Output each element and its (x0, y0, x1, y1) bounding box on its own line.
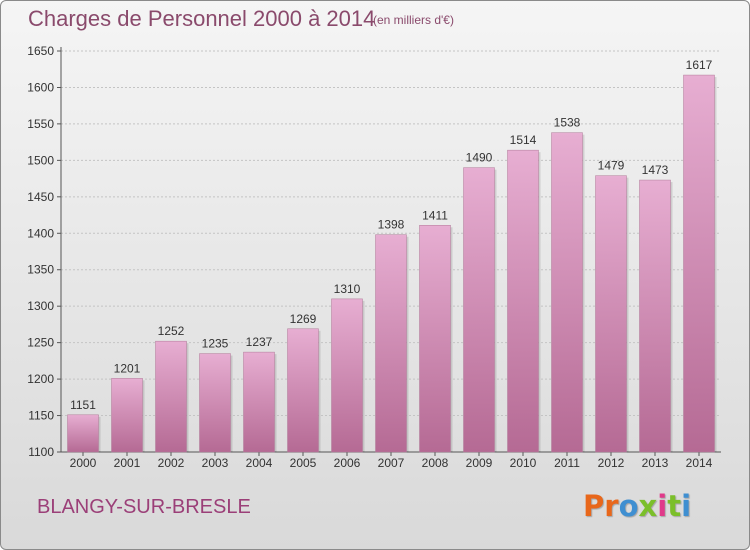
y-tick-label: 1550 (27, 117, 54, 131)
data-label: 1514 (510, 133, 537, 147)
y-tick-label: 1100 (28, 445, 54, 459)
commune-name: BLANGY-SUR-BRESLE (37, 496, 251, 518)
bar-2001 (111, 378, 143, 453)
logo-letter: i (657, 489, 668, 523)
logo-letter: o (618, 489, 639, 523)
bar-2011 (551, 132, 583, 453)
bar-2009 (463, 167, 495, 453)
x-tick-label: 2004 (246, 456, 273, 470)
bar-2008 (419, 225, 451, 453)
x-tick-label: 2012 (598, 456, 625, 470)
bar-2012 (595, 175, 627, 453)
y-tick-label: 1250 (27, 336, 54, 350)
x-tick-label: 2014 (686, 456, 713, 470)
bars (67, 74, 717, 453)
x-tick-label: 2001 (114, 456, 141, 470)
data-label: 1398 (378, 218, 405, 232)
chart-subtitle: (en milliers d'€) (373, 13, 454, 27)
bar-2003 (199, 353, 231, 453)
x-tick-label: 2013 (642, 456, 669, 470)
logo-letter: t (667, 489, 682, 523)
bar-2006 (331, 298, 363, 453)
x-tick-labels: 2000 2001 2002 2003 2004 2005 2006 2007 2008 2009… (70, 456, 713, 470)
bar-2013 (639, 179, 671, 453)
data-labels: 1151 1201 1252 1235 1237 1269 1310 1398 1411 1490… (70, 58, 713, 412)
y-tick-label: 1400 (27, 226, 54, 240)
y-tick-label: 1200 (27, 372, 54, 386)
data-label: 1151 (70, 398, 96, 412)
y-tick-label: 1650 (27, 44, 54, 58)
x-tick-label: 2002 (158, 456, 185, 470)
x-tick-label: 2006 (334, 456, 361, 470)
y-tick-label: 1450 (27, 190, 54, 204)
y-tick-label: 1600 (27, 80, 54, 94)
data-label: 1269 (290, 312, 317, 326)
bar-2002 (155, 340, 187, 453)
data-label: 1235 (202, 337, 229, 351)
logo-letter: x (638, 489, 658, 523)
y-tick-label: 1300 (27, 299, 54, 313)
data-label: 1490 (466, 151, 493, 165)
data-label: 1538 (554, 116, 581, 130)
data-label: 1479 (598, 159, 625, 173)
bar-2005 (287, 328, 319, 453)
logo-letter: P (583, 489, 605, 523)
x-tick-label: 2010 (510, 456, 537, 470)
chart-title: Charges de Personnel 2000 à 2014 (28, 6, 376, 31)
data-label: 1411 (422, 208, 448, 222)
bar-2010 (507, 149, 539, 453)
y-tick-label: 1150 (28, 409, 54, 423)
proxiti-logo[interactable]: Proxiti (583, 489, 691, 523)
y-tick-labels: 1100 1150 1200 1250 1300 1350 1400 1450 1500 1550… (27, 44, 54, 459)
data-label: 1473 (642, 163, 669, 177)
y-tick-label: 1500 (27, 153, 54, 167)
x-tick-label: 2007 (378, 456, 405, 470)
bar-2004 (243, 351, 275, 453)
y-tick-label: 1350 (27, 263, 54, 277)
x-tick-label: 2005 (290, 456, 317, 470)
data-label: 1310 (334, 282, 361, 296)
bar-2000 (67, 414, 99, 453)
data-label: 1237 (246, 335, 273, 349)
x-tick-label: 2003 (202, 456, 229, 470)
logo-letter: r (604, 489, 619, 523)
bar-2014 (683, 74, 715, 453)
x-tick-label: 2000 (70, 456, 97, 470)
data-label: 1252 (158, 324, 185, 338)
x-tick-label: 2011 (554, 456, 580, 470)
data-label: 1617 (686, 58, 713, 72)
bar-2007 (375, 234, 407, 453)
x-tick-label: 2009 (466, 456, 493, 470)
logo-letter: i (681, 489, 692, 523)
data-label: 1201 (114, 361, 141, 375)
x-tick-label: 2008 (422, 456, 449, 470)
